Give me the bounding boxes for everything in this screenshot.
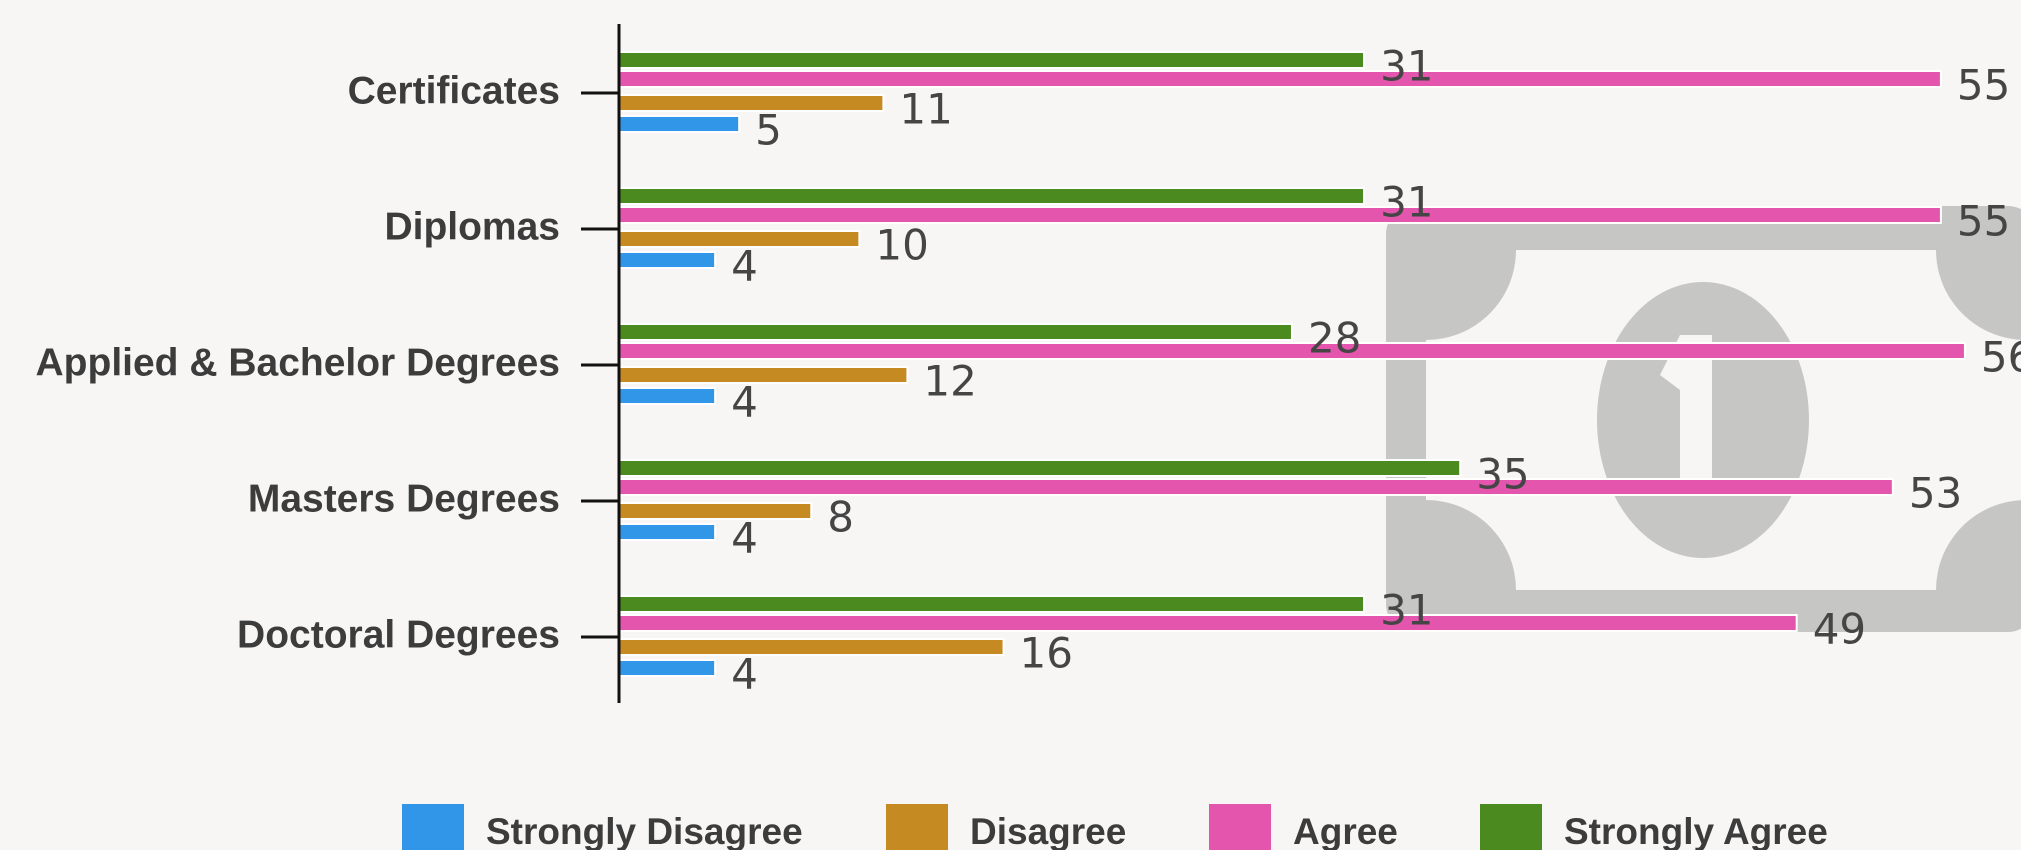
bar <box>618 342 1966 360</box>
bar <box>618 659 717 677</box>
legend-swatch <box>1480 804 1542 850</box>
value-label: 53 <box>1909 469 1962 518</box>
value-label: 8 <box>827 493 854 542</box>
value-label: 12 <box>923 357 976 406</box>
value-label: 5 <box>755 106 782 155</box>
value-label: 35 <box>1476 450 1529 499</box>
value-label: 4 <box>731 514 758 563</box>
bar <box>618 115 741 133</box>
bar <box>618 387 717 405</box>
legend-swatch <box>886 804 948 850</box>
bar <box>618 187 1366 205</box>
value-label: 31 <box>1380 586 1433 635</box>
value-label: 10 <box>875 221 928 270</box>
value-label: 4 <box>731 378 758 427</box>
bar <box>618 459 1462 477</box>
bar <box>618 94 885 112</box>
bar <box>618 595 1366 613</box>
y-tick-label: Applied & Bachelor Degrees <box>36 341 560 384</box>
legend-label: Strongly Agree <box>1564 811 1828 850</box>
legend-swatch <box>1209 804 1271 850</box>
value-label: 56 <box>1981 333 2021 382</box>
bar <box>618 70 1942 88</box>
y-tick-label: Certificates <box>348 69 560 112</box>
bar <box>618 523 717 541</box>
value-label: 55 <box>1957 197 2010 246</box>
value-label: 31 <box>1380 42 1433 91</box>
bar <box>618 206 1942 224</box>
value-label: 11 <box>899 85 952 134</box>
value-label: 31 <box>1380 178 1433 227</box>
bar <box>618 51 1366 69</box>
value-label: 16 <box>1020 629 1073 678</box>
bar <box>618 366 909 384</box>
background-icon <box>1386 206 2021 632</box>
value-label: 4 <box>731 650 758 699</box>
y-tick-label: Masters Degrees <box>248 477 560 520</box>
y-tick-label: Doctoral Degrees <box>237 613 560 656</box>
bar <box>618 251 717 269</box>
value-label: 28 <box>1308 314 1361 363</box>
bar <box>618 478 1894 496</box>
bar <box>618 323 1293 341</box>
bar <box>618 502 813 520</box>
bill-corners <box>1426 250 2021 590</box>
bar <box>618 230 861 248</box>
legend-swatch <box>402 804 464 850</box>
value-label: 49 <box>1813 605 1866 654</box>
legend-label: Strongly Disagree <box>486 811 803 850</box>
value-label: 55 <box>1957 61 2010 110</box>
bar <box>618 614 1798 632</box>
value-label: 4 <box>731 242 758 291</box>
legend-label: Disagree <box>970 811 1126 850</box>
y-tick-label: Diplomas <box>384 205 560 248</box>
legend-label: Agree <box>1293 811 1398 850</box>
bill-digit <box>1660 335 1712 485</box>
bar <box>618 638 1005 656</box>
